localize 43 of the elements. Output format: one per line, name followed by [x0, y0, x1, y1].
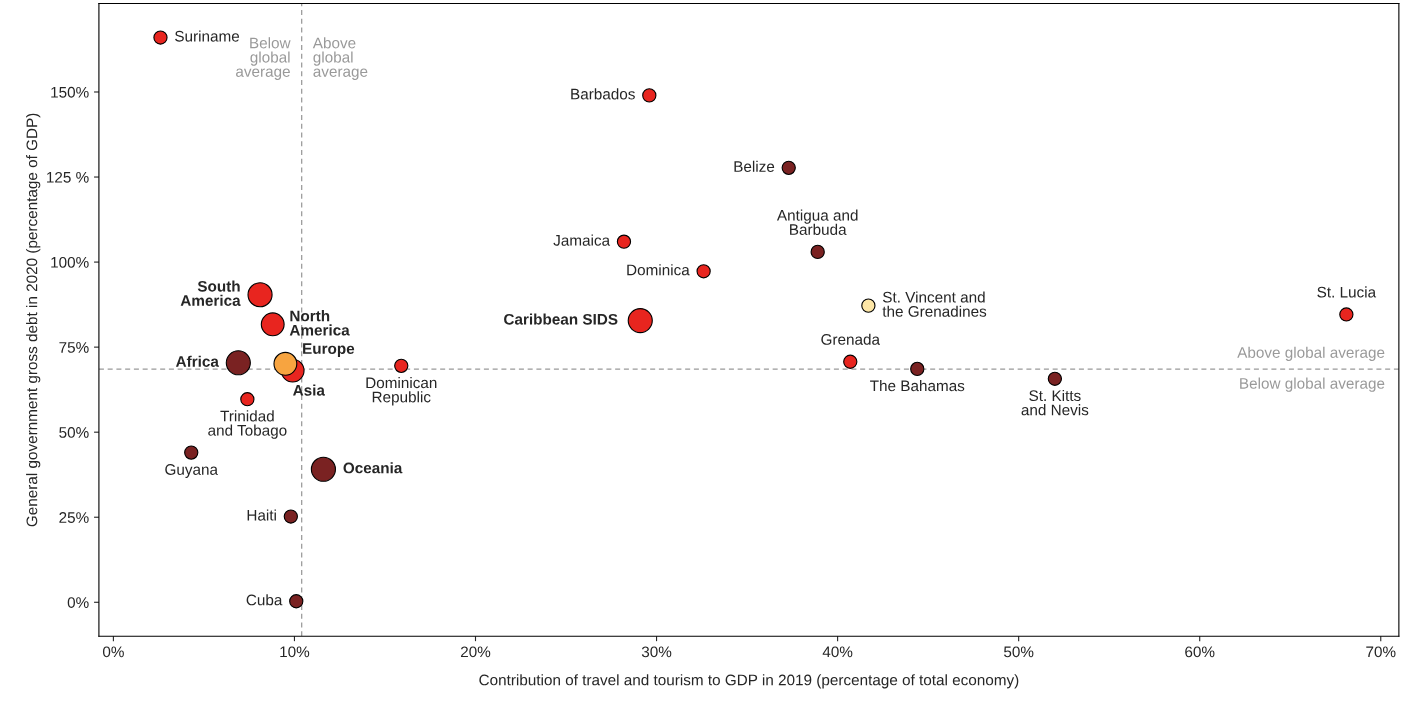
annotation: Above global average: [1237, 346, 1385, 361]
annotation: Below global average: [1240, 377, 1385, 392]
series-label: St. Vincent and the Grenadines: [882, 291, 987, 317]
x-tick-label: 60%: [1185, 646, 1215, 658]
y-tick-label: 125 %: [47, 171, 89, 183]
series-label: Barbados: [571, 88, 635, 100]
series-label: South America: [180, 280, 241, 306]
series-label: Jamaica: [553, 234, 611, 246]
y-tick-label: 25%: [59, 512, 89, 523]
x-tick-label: 20%: [460, 646, 491, 658]
y-axis-title: General government gross debt in 2020 (percentage of GDP): [26, 113, 41, 527]
x-tick-label: 0%: [102, 646, 124, 658]
series-label: St. Kitts and Nevis: [1021, 389, 1089, 416]
series-label: Asia: [293, 384, 325, 396]
x-tick-label: 70%: [1366, 646, 1396, 658]
x-tick-label: 30%: [641, 646, 672, 658]
y-tick-label: 150%: [51, 86, 89, 98]
series-label: North America: [289, 310, 350, 336]
y-tick-label: 0%: [67, 597, 89, 608]
series-label: Belize: [734, 160, 775, 172]
y-tick-label: 50%: [59, 427, 89, 438]
x-axis-title: Contribution of travel and tourism to GDP in 2019 (percentage of total economy): [479, 674, 1019, 689]
series-label: Trinidad and Tobago: [208, 410, 287, 439]
series-label: Haiti: [247, 509, 276, 521]
series-label: Oceania: [343, 462, 403, 474]
series-label: Suriname: [175, 30, 240, 42]
series-label: Europe: [303, 343, 355, 358]
series-label: Africa: [175, 355, 219, 367]
annotation: Above global average: [312, 37, 368, 80]
series-label: Grenada: [821, 333, 881, 345]
series-label: St. Lucia: [1317, 286, 1377, 298]
series-label: Cuba: [246, 594, 283, 606]
y-tick-label: 100%: [51, 256, 89, 268]
series-label: Antigua and Barbuda: [776, 209, 858, 235]
series-label: Guyana: [165, 464, 218, 478]
series-label: The Bahamas: [870, 380, 965, 392]
x-tick-label: 50%: [1003, 646, 1034, 658]
x-tick-label: 40%: [822, 646, 853, 658]
x-tick-label: 10%: [280, 646, 310, 658]
series-label: Caribbean SIDS: [504, 313, 618, 325]
y-tick-label: 75%: [59, 342, 89, 353]
series-label: Dominica: [627, 264, 690, 276]
series-label: Dominican Republic: [366, 376, 437, 406]
